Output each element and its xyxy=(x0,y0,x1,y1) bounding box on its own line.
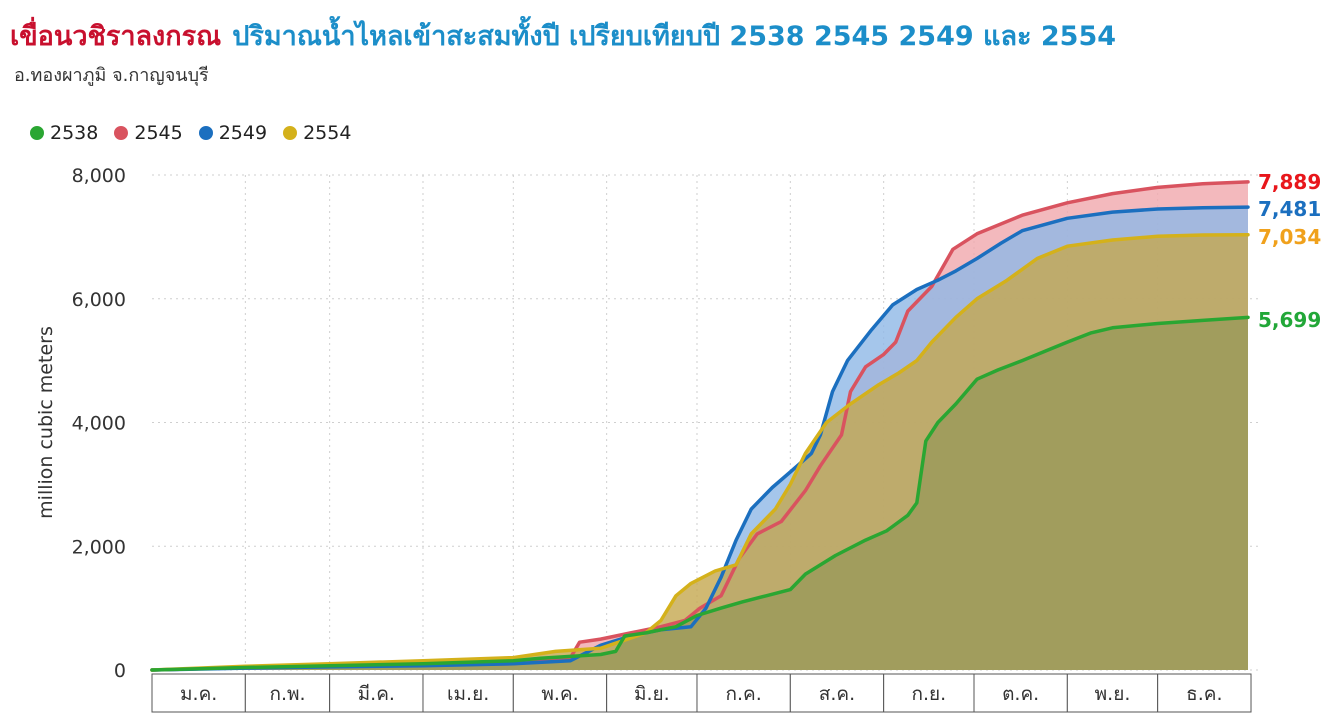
legend-item-2549[interactable]: 2549 xyxy=(198,122,268,144)
chart-title-main: เขื่อนวชิราลงกรณ xyxy=(10,21,222,52)
x-tick-box xyxy=(329,673,424,713)
series-line-2538 xyxy=(150,315,1250,672)
x-tick-box xyxy=(1157,673,1252,713)
legend-label: 2545 xyxy=(134,122,183,144)
end-label-2538: 5,699 xyxy=(1258,308,1321,332)
x-tick-box xyxy=(1066,673,1159,713)
y-tick-label: 6,000 xyxy=(72,289,126,311)
legend-label: 2538 xyxy=(50,122,99,144)
x-tick-label: มิ.ย. xyxy=(634,683,670,705)
y-axis-label: million cubic meters xyxy=(35,326,57,519)
legend-dot-icon xyxy=(30,126,44,140)
legend-dot-icon xyxy=(283,126,298,140)
end-label-2549: 7,481 xyxy=(1258,197,1321,221)
x-tick-label: เม.ย. xyxy=(447,683,489,705)
x-tick-label: พ.ค. xyxy=(541,683,578,705)
chart-subtitle: อ.ทองผาภูมิ จ.กาญจนบุรี xyxy=(14,65,209,86)
legend-item-2545[interactable]: 2545 xyxy=(114,122,183,144)
x-tick-box xyxy=(789,673,885,713)
y-tick-label: 2,000 xyxy=(72,536,126,558)
series-line-2554 xyxy=(150,233,1250,672)
y-tick-label: 8,000 xyxy=(72,165,126,187)
x-tick-label: ก.ค. xyxy=(726,683,762,705)
x-tick-label: พ.ย. xyxy=(1095,683,1131,705)
x-tick-label: ส.ค. xyxy=(819,683,855,705)
legend: 2538 2545 2549 2554 xyxy=(30,122,351,144)
x-tick-label: มี.ค. xyxy=(358,683,395,705)
x-tick-box xyxy=(696,673,791,713)
legend-dot-icon xyxy=(198,126,213,140)
chart-title: เขื่อนวชิราลงกรณ ปริมาณน้ำไหลเข้าสะสมทั้… xyxy=(10,14,1116,57)
legend-item-2554[interactable]: 2554 xyxy=(283,122,351,144)
x-tick-box xyxy=(512,673,608,713)
x-tick-label: ก.ย. xyxy=(911,683,946,705)
series-area-2538 xyxy=(152,317,1248,670)
legend-label: 2549 xyxy=(218,122,268,144)
end-label-2545: 7,889 xyxy=(1258,170,1321,194)
legend-label: 2554 xyxy=(303,122,352,144)
x-tick-label: ธ.ค. xyxy=(1186,683,1222,705)
x-tick-label: ม.ค. xyxy=(180,683,217,705)
y-tick-label: 4,000 xyxy=(72,413,126,435)
x-tick-box xyxy=(973,673,1068,713)
end-label-2554: 7,034 xyxy=(1258,225,1321,249)
chart-title-sub: ปริมาณน้ำไหลเข้าสะสมทั้งปี เปรียบเทียบปี… xyxy=(232,21,1117,52)
x-tick-label: ต.ค. xyxy=(1002,683,1039,705)
x-tick-box xyxy=(606,673,698,713)
x-tick-box xyxy=(883,673,975,713)
legend-item-2538[interactable]: 2538 xyxy=(30,122,98,144)
legend-dot-icon xyxy=(114,126,129,140)
series-line-2545 xyxy=(150,180,1250,672)
y-tick-label: 0 xyxy=(114,660,126,682)
x-tick-label: ก.พ. xyxy=(269,683,305,705)
